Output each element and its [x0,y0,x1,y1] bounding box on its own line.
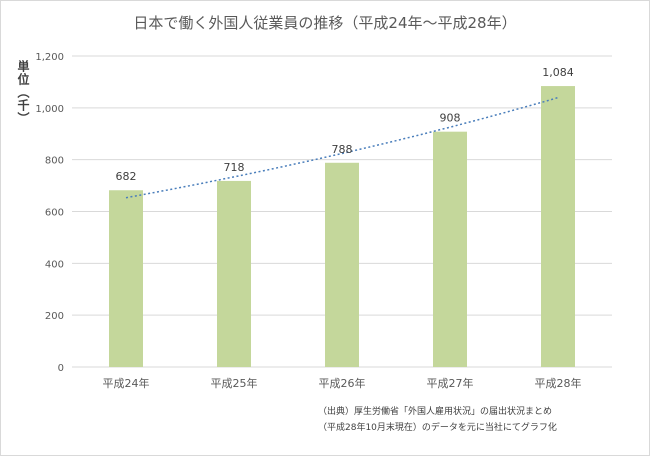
bar [109,190,143,367]
trendline [125,96,559,199]
y-tick-label: 1,000 [35,104,64,115]
source-note-line-2: （平成28年10月末現在）のデータを元に当社にてグラフ化 [318,423,557,433]
bar [433,131,467,367]
data-label: 1,084 [542,66,574,79]
x-tick-label: 平成25年 [211,376,258,390]
trendline-group [125,96,559,199]
labels: 0 200 400 600 800 1,000 1,200 682 平成24年 718 平成25年 7… [35,52,581,390]
data-label: 682 [116,170,137,183]
x-tick-label: 平成28年 [535,376,582,390]
y-tick-label: 0 [58,363,64,374]
y-tick-label: 600 [45,208,64,219]
bar [325,162,359,367]
x-tick-label: 平成26年 [319,376,366,390]
bar [217,180,251,367]
x-tick-label: 平成27年 [427,376,474,390]
source-note: （出典）厚生労働省「外国人雇用状況」の届出状況まとめ （平成28年10月末現在）… [318,404,557,436]
y-tick-label: 400 [45,259,64,270]
source-note-line-1: （出典）厚生労働省「外国人雇用状況」の届出状況まとめ [318,407,553,417]
y-tick-label: 1,200 [35,52,64,63]
data-label: 908 [440,112,461,125]
chart-title: 日本で働く外国人従業員の推移（平成24年〜平成28年） [133,14,517,32]
data-label: 718 [224,161,245,174]
y-axis-label: 単位（千） [16,60,30,125]
x-tick-label: 平成24年 [103,376,150,390]
bars [109,86,575,368]
y-tick-label: 200 [45,311,64,322]
bar [541,86,575,368]
data-label: 788 [332,143,353,156]
y-tick-label: 800 [45,156,64,167]
